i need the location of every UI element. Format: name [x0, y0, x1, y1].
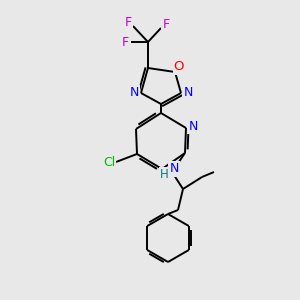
- Text: N: N: [188, 119, 198, 133]
- Text: O: O: [174, 61, 184, 74]
- Text: F: F: [162, 17, 169, 31]
- Text: F: F: [122, 37, 129, 50]
- Text: N: N: [183, 86, 193, 100]
- Text: N: N: [129, 86, 139, 100]
- Text: F: F: [124, 16, 132, 28]
- Text: H: H: [160, 169, 168, 182]
- Text: N: N: [169, 163, 179, 176]
- Text: Cl: Cl: [103, 155, 115, 169]
